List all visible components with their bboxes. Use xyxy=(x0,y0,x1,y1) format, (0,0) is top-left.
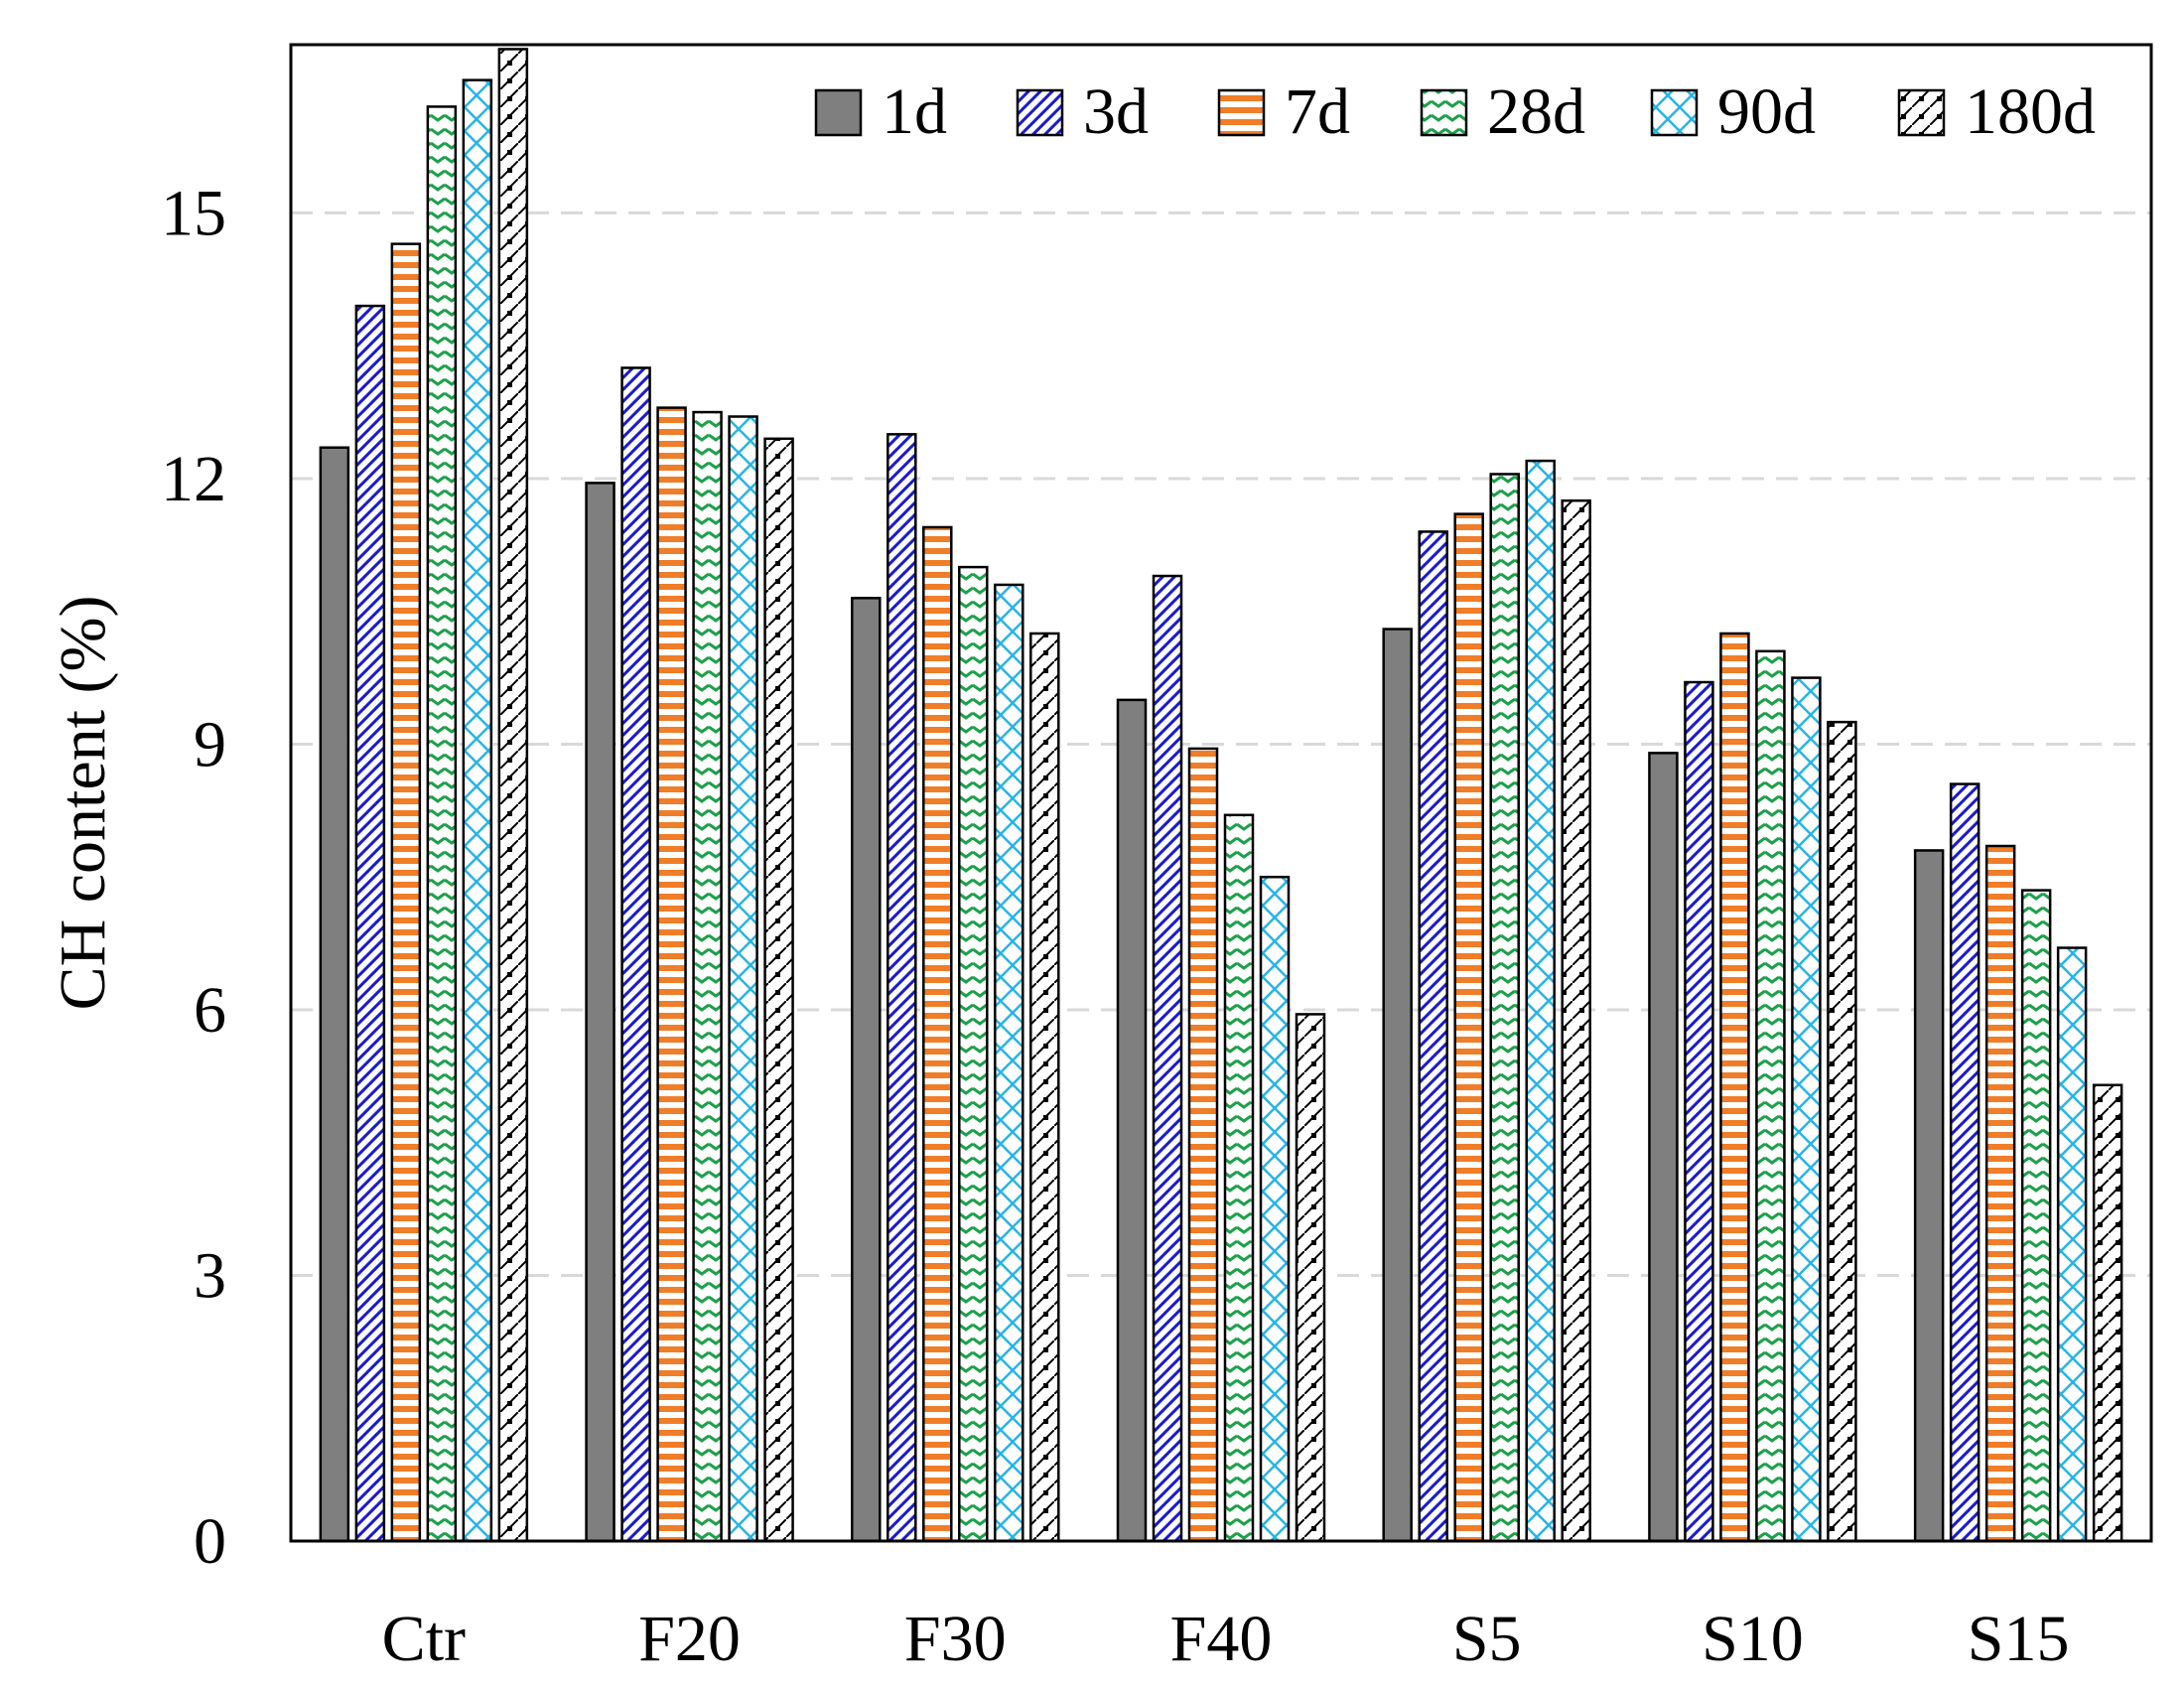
bar-S15-90d xyxy=(2056,946,2088,1543)
bar-S15-28d xyxy=(2020,889,2052,1543)
bar-layer xyxy=(319,48,2123,1543)
bar-F20-90d xyxy=(728,415,758,1543)
bar-S5-90d xyxy=(1525,459,1556,1543)
bar-Ctr-3d xyxy=(354,304,386,1543)
bar-Ctr-7d xyxy=(390,242,422,1543)
legend-label-7d: 7d xyxy=(1285,75,1350,148)
legend-label-3d: 3d xyxy=(1083,75,1149,148)
x-category-label: S10 xyxy=(1702,1603,1804,1675)
bar-F40-180d xyxy=(1295,1013,1326,1543)
bar-S5-3d xyxy=(1418,530,1448,1543)
legend-label-1d: 1d xyxy=(882,75,947,148)
bar-S10-180d xyxy=(1827,720,1857,1543)
bar-S15-180d xyxy=(2092,1083,2123,1543)
x-category-label: F30 xyxy=(904,1603,1007,1675)
x-category-label: Ctr xyxy=(382,1603,466,1675)
bar-F20-7d xyxy=(656,406,687,1543)
bar-F40-3d xyxy=(1152,574,1183,1543)
bar-S10-90d xyxy=(1791,676,1822,1543)
bar-S10-1d xyxy=(1648,752,1679,1543)
legend-swatch-90d xyxy=(1650,88,1699,137)
grid-layer xyxy=(291,211,2151,1277)
y-tick-label: 15 xyxy=(161,177,226,249)
bar-F30-7d xyxy=(922,525,953,1543)
bar-S10-28d xyxy=(1755,649,1786,1543)
legend: 1d 3d 7d 28d 90d 180d xyxy=(814,75,2096,148)
bar-Ctr-180d xyxy=(497,48,529,1543)
bar-S10-3d xyxy=(1684,680,1714,1543)
y-tick-label: 3 xyxy=(194,1239,226,1312)
x-category-label: F20 xyxy=(638,1603,741,1675)
bar-F40-7d xyxy=(1187,747,1219,1543)
legend-swatch-3d xyxy=(1016,88,1064,137)
bar-F30-1d xyxy=(851,597,882,1543)
y-tick-labels: 0 3 6 9 12 15 xyxy=(161,177,226,1578)
y-axis-title: CH content (%) xyxy=(47,596,119,1011)
x-category-label: S15 xyxy=(1968,1603,2070,1675)
legend-swatch-28d xyxy=(1420,88,1468,137)
y-tick-label: 9 xyxy=(194,708,226,780)
x-category-labels: Ctr F20 F30 F40 S5 S10 S15 xyxy=(382,1603,2070,1675)
bar-F20-1d xyxy=(585,482,615,1543)
bar-F30-90d xyxy=(994,583,1024,1543)
legend-label-28d: 28d xyxy=(1487,75,1585,148)
bar-S5-180d xyxy=(1561,498,1591,1543)
x-category-label: F40 xyxy=(1170,1603,1273,1675)
plot-frame xyxy=(289,43,2153,1543)
legend-label-180d: 180d xyxy=(1965,75,2096,148)
bar-S15-1d xyxy=(1913,849,1945,1543)
y-tick-label: 0 xyxy=(194,1505,226,1578)
x-category-label: S5 xyxy=(1452,1603,1522,1675)
bar-S15-7d xyxy=(1984,844,2016,1543)
y-tick-label: 6 xyxy=(194,974,226,1047)
bar-S5-7d xyxy=(1453,512,1484,1543)
bar-F30-3d xyxy=(887,433,917,1543)
y-tick-label: 12 xyxy=(161,443,226,515)
bar-Ctr-28d xyxy=(426,105,458,1543)
legend-swatch-7d xyxy=(1217,88,1266,137)
bar-F20-3d xyxy=(620,366,651,1543)
bar-F20-28d xyxy=(692,410,723,1543)
legend-label-90d: 90d xyxy=(1717,75,1816,148)
bar-Ctr-1d xyxy=(319,446,350,1543)
legend-swatch-180d xyxy=(1897,88,1946,137)
bar-F40-28d xyxy=(1223,813,1255,1543)
bar-F40-1d xyxy=(1116,698,1148,1543)
bar-S5-1d xyxy=(1382,628,1413,1543)
bar-F30-28d xyxy=(958,565,989,1543)
bar-F40-90d xyxy=(1259,875,1291,1543)
bar-Ctr-90d xyxy=(462,78,493,1543)
bar-S10-7d xyxy=(1719,632,1750,1543)
bar-S5-28d xyxy=(1489,473,1520,1543)
bar-F20-180d xyxy=(763,437,794,1543)
legend-swatch-1d xyxy=(814,88,863,137)
bar-F30-180d xyxy=(1029,632,1060,1543)
bar-S15-3d xyxy=(1949,782,1980,1543)
